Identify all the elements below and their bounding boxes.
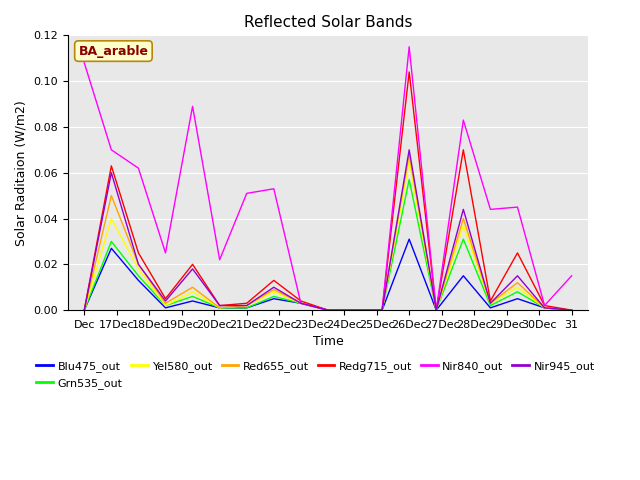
X-axis label: Time: Time — [312, 336, 343, 348]
Y-axis label: Solar Raditaion (W/m2): Solar Raditaion (W/m2) — [15, 100, 28, 246]
Legend: Blu475_out, Grn535_out, Yel580_out, Red655_out, Redg715_out, Nir840_out, Nir945_: Blu475_out, Grn535_out, Yel580_out, Red6… — [32, 357, 599, 393]
Title: Reflected Solar Bands: Reflected Solar Bands — [244, 15, 412, 30]
Text: BA_arable: BA_arable — [79, 45, 148, 58]
